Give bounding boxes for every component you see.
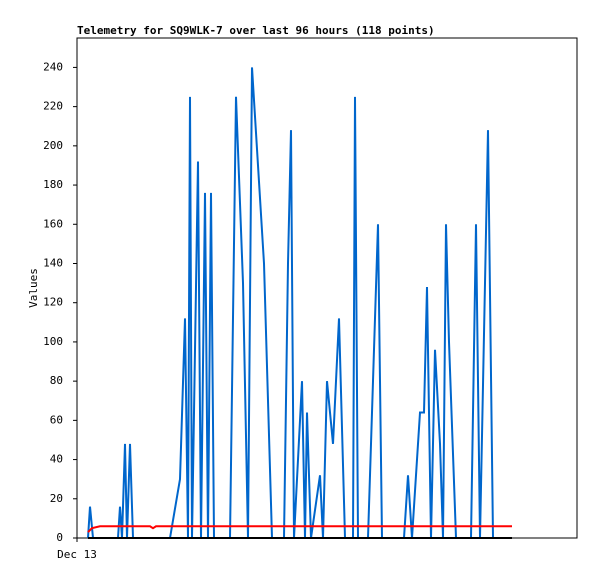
y-tick-label: 80: [50, 374, 63, 387]
y-tick-label: 120: [43, 296, 63, 309]
y-tick-label: 0: [56, 531, 63, 544]
plot-frame: [76, 37, 578, 539]
y-tick-label: 200: [43, 139, 63, 152]
y-tick-label: 60: [50, 413, 63, 426]
y-tick-label: 100: [43, 335, 63, 348]
chart-title: Telemetry for SQ9WLK-7 over last 96 hour…: [77, 24, 435, 37]
x-tick-label: Dec 13: [57, 548, 97, 561]
y-tick-label: 40: [50, 453, 63, 466]
y-tick-label: 20: [50, 492, 63, 505]
y-tick-label: 160: [43, 217, 63, 230]
y-tick-label: 220: [43, 100, 63, 113]
y-tick-label: 240: [43, 60, 63, 73]
y-axis-label: Values: [27, 268, 40, 308]
y-tick-label: 140: [43, 256, 63, 269]
series-line: [87, 525, 512, 533]
y-tick-label: 180: [43, 178, 63, 191]
series-line: [87, 67, 512, 539]
